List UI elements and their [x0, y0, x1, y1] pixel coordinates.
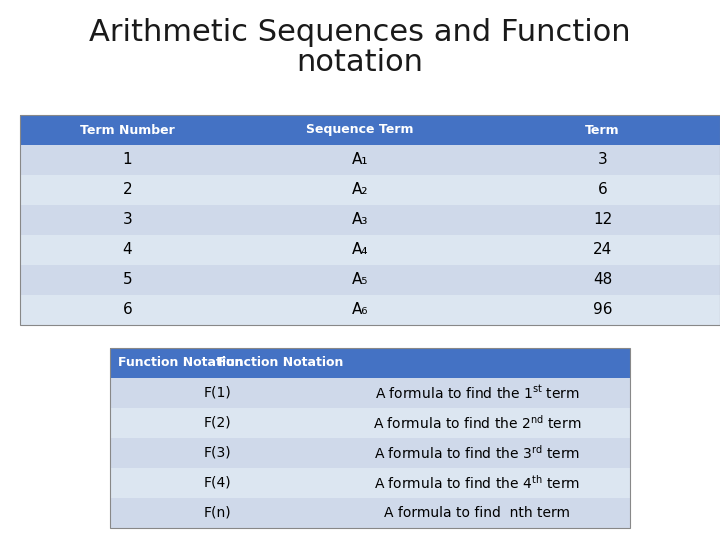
Bar [20, 295, 235, 325]
Bar [485, 235, 720, 265]
Text: F(4): F(4) [204, 476, 231, 490]
Bar [485, 115, 720, 145]
Bar [485, 175, 720, 205]
Text: 6: 6 [598, 183, 608, 198]
Bar [325, 378, 630, 408]
Text: 1: 1 [122, 152, 132, 167]
Bar [110, 348, 630, 528]
Text: Function Notation: Function Notation [118, 356, 243, 369]
Bar [20, 145, 235, 175]
Bar [20, 265, 235, 295]
Bar [485, 265, 720, 295]
Text: F(3): F(3) [204, 446, 231, 460]
Bar [325, 408, 630, 438]
Bar [485, 295, 720, 325]
Bar [110, 438, 325, 468]
Bar [110, 378, 325, 408]
Bar [110, 408, 325, 438]
Text: A formula to find the 2$\mathregular{^{nd}}$ term: A formula to find the 2$\mathregular{^{n… [373, 414, 582, 432]
Text: A₁: A₁ [352, 152, 368, 167]
Text: notation: notation [297, 48, 423, 77]
Text: F(2): F(2) [204, 416, 231, 430]
Text: A formula to find  nth term: A formula to find nth term [384, 506, 570, 520]
Bar [110, 348, 325, 378]
Text: Term Number: Term Number [80, 124, 175, 137]
Text: 4: 4 [122, 242, 132, 258]
Text: 3: 3 [122, 213, 132, 227]
Bar [235, 145, 485, 175]
Bar [110, 498, 325, 528]
Bar [485, 145, 720, 175]
Text: F(n): F(n) [204, 506, 231, 520]
Text: 2: 2 [122, 183, 132, 198]
Text: 5: 5 [122, 273, 132, 287]
Bar [20, 205, 235, 235]
Bar [110, 468, 325, 498]
Bar [20, 115, 720, 325]
Bar [235, 295, 485, 325]
Bar [325, 348, 630, 378]
Text: A₅: A₅ [352, 273, 368, 287]
Bar [20, 175, 235, 205]
Text: A₃: A₃ [352, 213, 368, 227]
Bar [325, 468, 630, 498]
Bar [20, 235, 235, 265]
Text: 96: 96 [593, 302, 612, 318]
Text: Sequence Term: Sequence Term [306, 124, 414, 137]
Text: A formula to find the 3$\mathregular{^{rd}}$ term: A formula to find the 3$\mathregular{^{r… [374, 444, 580, 462]
Bar [235, 265, 485, 295]
Text: A formula to find the 4$\mathregular{^{th}}$ term: A formula to find the 4$\mathregular{^{t… [374, 474, 580, 492]
Bar [235, 115, 485, 145]
Text: A₄: A₄ [352, 242, 368, 258]
Bar [20, 115, 235, 145]
Text: A₂: A₂ [352, 183, 368, 198]
Text: 12: 12 [593, 213, 612, 227]
Bar [325, 498, 630, 528]
Text: 6: 6 [122, 302, 132, 318]
Bar [235, 205, 485, 235]
Text: 24: 24 [593, 242, 612, 258]
Bar [325, 438, 630, 468]
Text: A formula to find the 1$\mathregular{^{st}}$ term: A formula to find the 1$\mathregular{^{s… [375, 384, 580, 402]
Bar [235, 235, 485, 265]
Text: A₆: A₆ [352, 302, 368, 318]
Bar [235, 175, 485, 205]
Text: Function Notation: Function Notation [217, 356, 343, 369]
Text: 3: 3 [598, 152, 608, 167]
Text: Term: Term [585, 124, 620, 137]
Bar [110, 348, 325, 378]
Text: F(1): F(1) [204, 386, 231, 400]
Bar [485, 205, 720, 235]
Text: 48: 48 [593, 273, 612, 287]
Text: Arithmetic Sequences and Function: Arithmetic Sequences and Function [89, 18, 631, 47]
